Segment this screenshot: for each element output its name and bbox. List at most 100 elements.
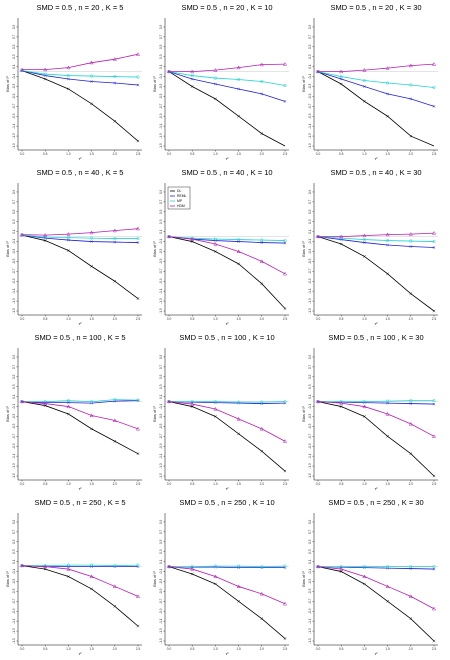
series-line-hdm [169,63,286,72]
y-tick-label: -0.3 [159,249,163,255]
data-point [339,77,343,81]
x-tick-label: 0.5 [339,317,344,321]
y-tick-label: -0.3 [159,414,163,420]
data-point [432,639,436,643]
data-point [260,132,264,135]
series-line-dl [168,401,286,472]
data-point [67,249,70,252]
panel-title: SMD = 0.5 , n = 20 , K = 10 [181,3,272,12]
data-point-stroke [190,405,194,408]
series-line-hdm [318,63,435,72]
y-tick-label: 0.1 [12,64,16,69]
data-point [113,604,117,608]
data-point [237,77,241,82]
data-point [190,405,194,408]
y-tick-label: 0.9 [159,190,163,195]
x-tick-label: 0.5 [190,482,195,486]
data-point [89,230,94,235]
x-tick-label: 1.0 [213,317,218,321]
data-point [89,574,94,579]
data-point [386,272,389,276]
y-tick-label: -0.3 [308,579,312,585]
x-axis-label: τ² [375,156,379,161]
series-line-hdm [21,565,139,597]
x-tick-label: 2.5 [432,647,437,651]
data-point [260,282,264,286]
y-tick-label: 0.9 [159,25,163,30]
data-point [260,617,264,621]
y-tick-label: -0.3 [308,84,312,90]
x-tick-label: 0.0 [20,317,25,321]
y-tick-label: -0.7 [308,268,312,274]
data-point [408,594,413,598]
data-point [259,62,264,67]
data-point [89,60,94,65]
y-tick-label: 0.3 [308,219,312,224]
y-tick-label: 0.1 [159,394,163,399]
y-tick-label: 0.1 [12,559,16,564]
data-point-stroke [409,617,413,621]
data-point-stroke [386,272,389,276]
data-point-stroke [260,241,264,244]
data-point [113,439,117,443]
data-point [112,584,117,588]
y-tick-label: 0.7 [159,199,163,204]
x-tick-label: 2.0 [409,152,414,156]
data-point [283,469,287,473]
x-tick-label: 2.0 [113,317,118,321]
series-line-dl [168,236,286,309]
data-point [363,415,366,418]
y-tick-label: -1.5 [308,473,312,479]
y-tick-label: -1.5 [159,473,163,479]
y-tick-label: -1.1 [308,453,312,459]
data-point [213,564,217,568]
data-point [259,591,264,596]
data-point [431,62,437,66]
data-point [385,411,390,416]
legend-label-reml: REML [177,194,187,198]
y-tick-label: -0.5 [12,588,16,594]
data-point [90,240,93,243]
x-tick-label: 0.5 [43,647,48,651]
data-point [432,567,436,571]
x-tick-label: 2.5 [432,152,437,156]
data-point [66,404,71,409]
panel-title: SMD = 0.5 , n = 100 , K = 30 [328,333,423,342]
series-line-mp [317,71,435,88]
series-line-mp [21,234,138,239]
data-point [112,418,117,422]
data-point-stroke [113,439,117,443]
data-point [283,239,287,243]
data-point [432,565,436,569]
data-point [136,398,140,402]
data-point [386,434,389,438]
x-tick-label: 0.5 [190,317,195,321]
data-point [43,235,47,239]
x-tick-label: 0.0 [316,152,321,156]
data-point-stroke [136,139,140,143]
y-tick-label: -0.5 [12,258,16,264]
data-point [315,234,321,239]
data-point [432,399,436,403]
data-point-stroke [214,97,217,101]
data-point [66,236,70,240]
series-line-mp [168,71,286,86]
y-tick-label: -0.1 [308,239,312,245]
data-point [339,405,343,408]
series-line-hdm [168,401,286,442]
data-point-stroke [386,599,389,603]
panel-title: SMD = 0.5 , n = 20 , K = 5 [37,3,124,12]
data-point [363,241,366,244]
data-point [386,399,390,403]
y-tick-label: 0.3 [159,219,163,224]
y-tick-label: -0.1 [12,569,16,575]
data-point [166,69,172,74]
data-point [136,241,140,244]
data-point-stroke [432,104,436,108]
y-tick-label: -0.1 [308,74,312,80]
y-tick-label: -0.7 [159,268,163,274]
data-point [315,69,321,74]
x-tick-label: 0.0 [20,482,25,486]
data-point [237,564,241,568]
